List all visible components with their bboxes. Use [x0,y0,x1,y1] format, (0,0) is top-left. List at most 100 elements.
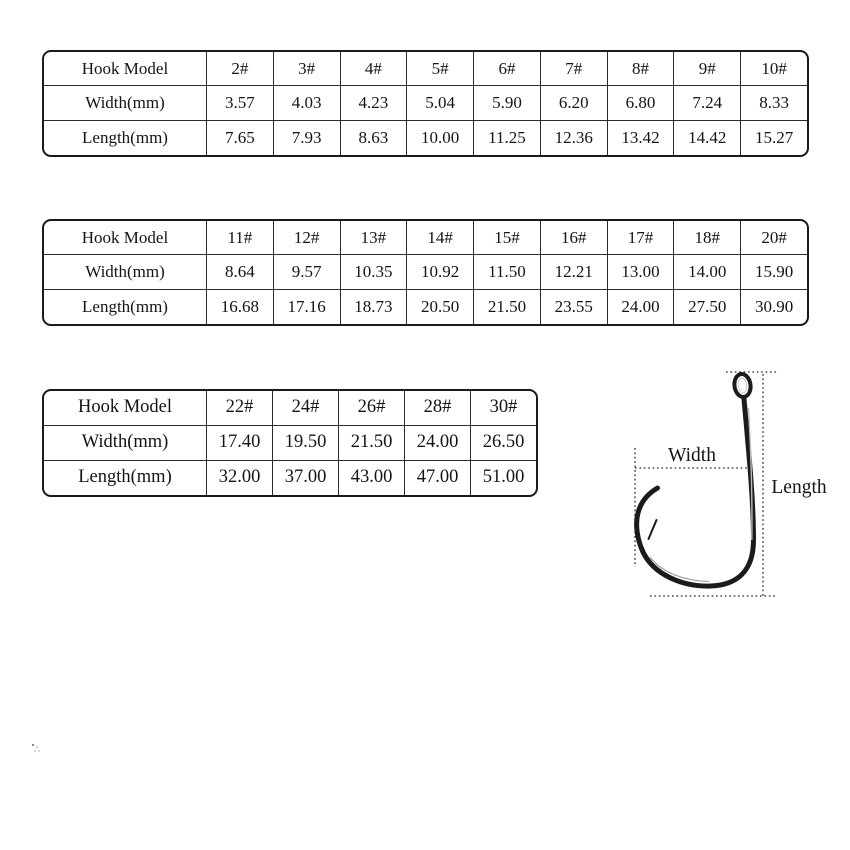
value-cell: 3# [272,52,340,86]
value-cell: 6.20 [539,85,607,121]
value-cell: 20# [740,221,807,255]
row-header-cell: Length(mm) [44,120,206,155]
value-cell: 8.33 [740,85,807,121]
hook-barb [647,519,658,540]
hook-bend-highlight [649,556,710,583]
value-cell: 7.24 [673,85,741,121]
row-header-cell: Width(mm) [44,424,206,460]
value-cell: 23.55 [539,289,607,324]
value-cell: 7.93 [272,120,340,155]
value-cell: 15# [473,221,540,255]
value-cell: 6# [473,52,540,86]
value-cell: 19.50 [272,424,338,460]
value-cell: 37.00 [272,459,338,495]
value-cell: 17# [606,221,674,255]
value-cell: 5# [406,52,473,86]
value-cell: 12# [272,221,340,255]
value-cell: 13# [339,221,407,255]
measurement-lines [634,371,777,597]
value-cell: 8.64 [206,254,273,290]
value-cell: 10# [740,52,807,86]
hook-eye [732,372,753,399]
value-cell: 6.80 [606,85,674,121]
value-cell: 21.50 [338,424,404,460]
length-label: Length [771,477,826,498]
value-cell: 11.50 [473,254,540,290]
value-cell: 26# [338,391,404,425]
value-cell: 11.25 [473,120,540,155]
hook-body [634,396,757,589]
table-row: Width(mm) 3.57 4.03 4.23 5.04 5.90 6.20 6.80 7.2… [44,85,807,121]
value-cell: 32.00 [206,459,272,495]
value-cell: 26.50 [470,424,536,460]
value-cell: 5.04 [406,85,474,121]
value-cell: 15.27 [740,120,807,155]
row-header-cell: Hook Model [81,227,169,247]
value-cell: 30.90 [740,289,807,324]
row-header-cell: Width(mm) [44,85,206,120]
table-row: Length(mm) 16.68 17.16 18.73 20.50 21.50 23.55… [44,289,807,324]
value-cell: 24# [272,391,338,425]
value-cell: 4# [339,52,407,86]
value-cell: 24.00 [606,289,674,324]
row-header-cell: Length(mm) [44,289,206,324]
value-cell: 2# [206,52,273,86]
value-cell: 13.00 [606,254,674,290]
row-header-cell: Length(mm) [44,459,206,495]
table-row: Width(mm) 8.64 9.57 10.35 10.92 11.50 12.21 13.… [44,254,807,290]
value-cell: 14.00 [673,254,741,290]
value-cell: 51.00 [470,459,536,495]
value-cell: 10.92 [406,254,474,290]
table-row: Length(mm) 32.00 37.00 43.00 47.00 51.00 [44,459,536,495]
table-row: Hook Model 2# 3# 4# 5# 6# 7# 8# 9# 10# [44,52,807,86]
hook-eye-highlight [737,377,748,394]
value-cell: 16# [539,221,607,255]
value-cell: 17.16 [272,289,340,324]
table-row: Width(mm) 17.40 19.50 21.50 24.00 26.50 [44,424,536,460]
value-cell: 18.73 [339,289,407,324]
value-cell: 13.42 [606,120,674,155]
value-cell: 9# [673,52,740,86]
value-cell: 21.50 [473,289,540,324]
value-cell: 17.40 [206,424,272,460]
value-cell: 8.63 [339,120,407,155]
value-cell: 20.50 [406,289,474,324]
value-cell: 12.21 [539,254,607,290]
value-cell: 7# [539,52,607,86]
value-cell: 12.36 [539,120,607,155]
value-cell: 11# [206,221,273,255]
value-cell: 10.00 [406,120,474,155]
value-cell: 3.57 [206,85,273,121]
value-cell: 9.57 [272,254,340,290]
table-row: Length(mm) 7.65 7.93 8.63 10.00 11.25 12.36 13.… [44,120,807,155]
value-cell: 4.23 [339,85,407,121]
scan-artifact [32,744,34,746]
value-cell: 18# [673,221,740,255]
hook-measurement-diagram: Width Length [634,371,827,597]
hook-size-table-3: Hook Model 22# 24# 26# 28# 30# Width(mm) 17.40 1… [42,389,538,497]
value-cell: 15.90 [740,254,807,290]
value-cell: 14.42 [673,120,741,155]
width-label: Width [668,445,716,466]
value-cell: 10.35 [339,254,407,290]
table-row: Hook Model 22# 24# 26# 28# 30# [44,391,536,425]
value-cell: 5.90 [473,85,540,121]
value-cell: 14# [406,221,473,255]
row-header-cell: Width(mm) [44,254,206,289]
value-cell: 43.00 [338,459,404,495]
value-cell: 28# [404,391,470,425]
hook-size-table-1: Hook Model 2# 3# 4# 5# 6# 7# 8# 9# 10# Width(mm) 3.… [42,50,809,157]
value-cell: 8# [606,52,674,86]
value-cell: 24.00 [404,424,470,460]
hook-size-table-2: Hook Model 11# 12# 13# 14# 15# 16# 17# 18# 20# Wid… [42,219,809,326]
hook-illustration [634,372,757,589]
value-cell: 27.50 [673,289,741,324]
row-header-cell: Hook Model [77,397,173,418]
value-cell: 4.03 [272,85,340,121]
value-cell: 30# [470,391,536,425]
value-cell: 7.65 [206,120,273,155]
hook-shank-highlight [747,407,753,541]
value-cell: 47.00 [404,459,470,495]
value-cell: 16.68 [206,289,273,324]
value-cell: 22# [206,391,272,425]
